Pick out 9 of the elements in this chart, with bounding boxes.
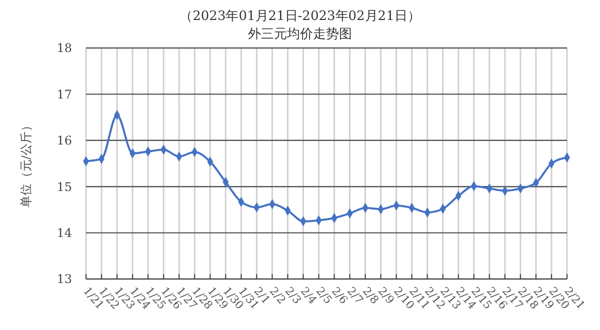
chart-subtitle: 外三元均价走势图 <box>248 27 352 42</box>
y-axis-title: 单位（元/公斤） <box>19 119 33 208</box>
y-tick-label: 14 <box>56 226 72 240</box>
y-tick-label: 15 <box>56 180 72 194</box>
y-tick-label: 17 <box>56 87 72 102</box>
chart-title: （2023年01月21日-2023年02月21日） <box>180 9 420 24</box>
y-tick-label: 18 <box>56 41 72 56</box>
y-tick-label: 13 <box>56 272 72 286</box>
y-tick-label: 16 <box>56 134 72 148</box>
